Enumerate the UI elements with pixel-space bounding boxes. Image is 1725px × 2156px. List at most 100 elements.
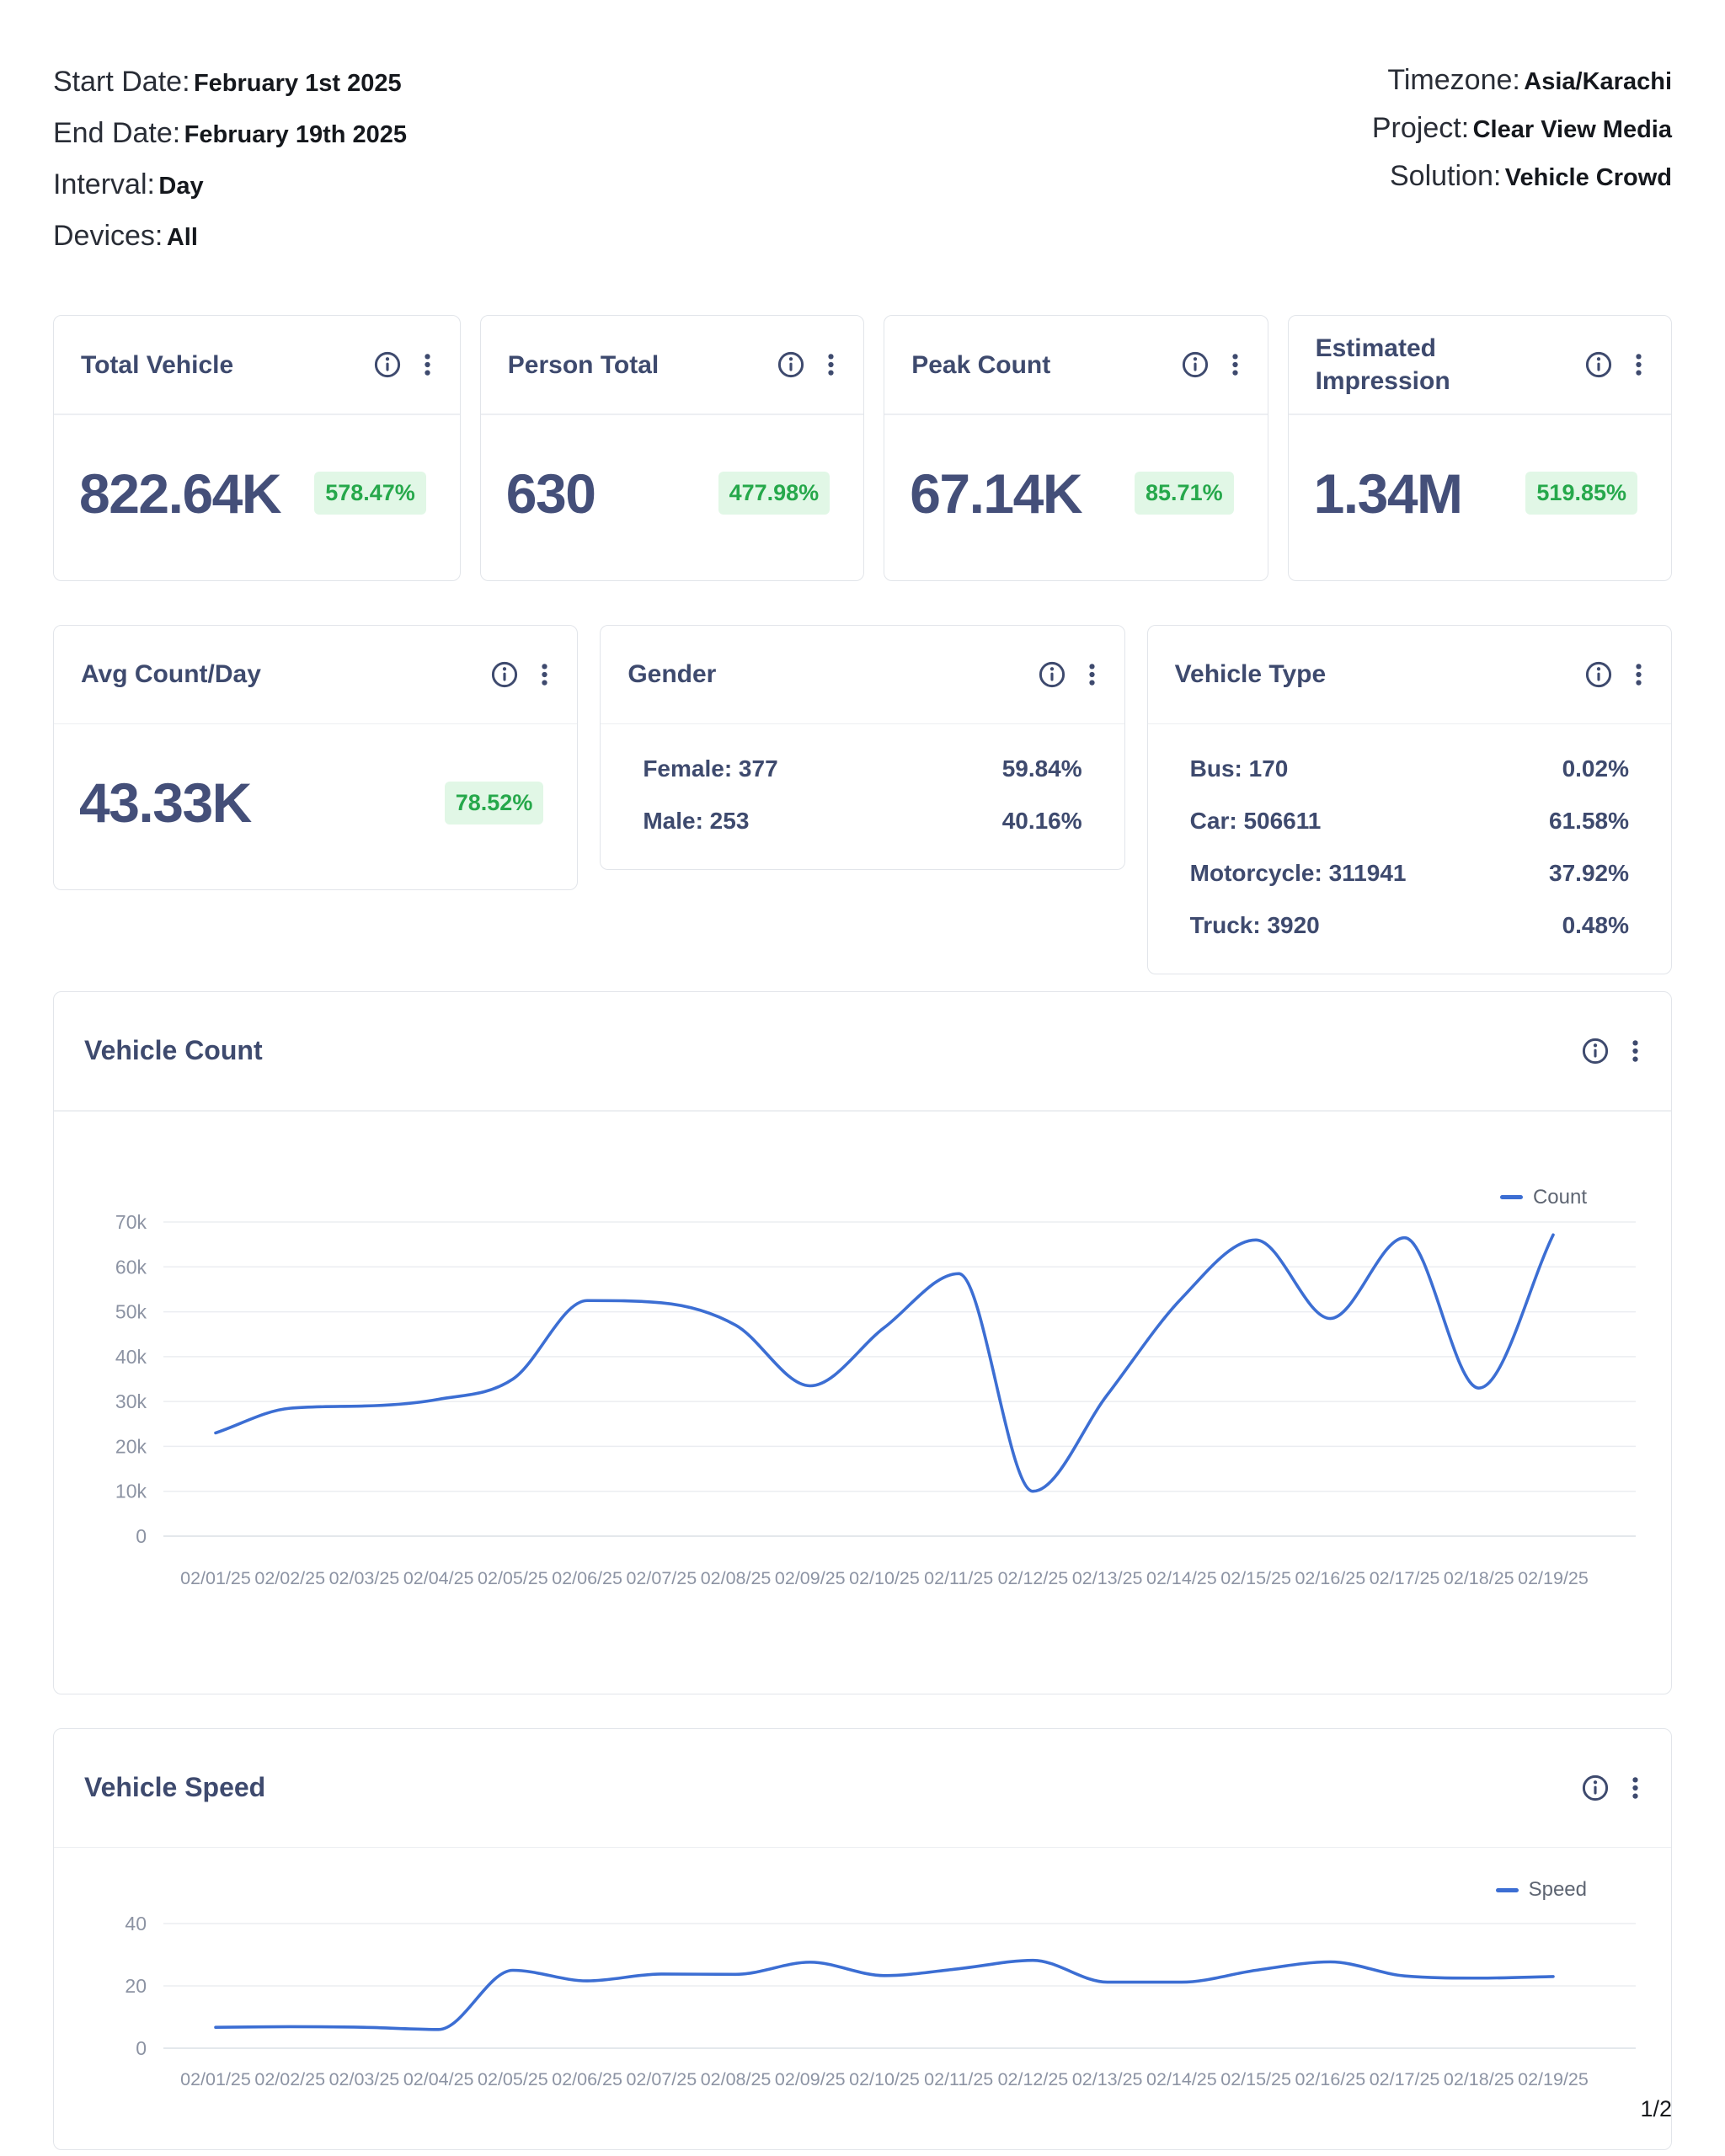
solution-line: Solution: Vehicle Crowd <box>1372 155 1672 203</box>
solution-label: Solution: <box>1389 160 1502 192</box>
legend-speed[interactable]: Speed <box>1495 1878 1587 1902</box>
svg-text:20: 20 <box>125 1975 147 1997</box>
timezone-line: Timezone: Asia/Karachi <box>1372 59 1672 107</box>
card-divider <box>54 1110 1671 1112</box>
svg-text:02/03/25: 02/03/25 <box>329 2069 400 2089</box>
start-date-value: February 1st 2025 <box>193 70 402 97</box>
svg-text:40k: 40k <box>115 1345 147 1367</box>
timezone-value: Asia/Karachi <box>1524 68 1672 95</box>
card-title: Total Vehicle <box>81 350 234 379</box>
info-icon[interactable] <box>1581 1774 1610 1802</box>
svg-text:02/01/25: 02/01/25 <box>180 2069 251 2089</box>
svg-text:02/17/25: 02/17/25 <box>1370 1568 1440 1588</box>
project-line: Project: Clear View Media <box>1372 107 1672 155</box>
legend-label: Count <box>1532 1185 1587 1209</box>
card-divider <box>480 414 864 415</box>
end-date-label: End Date: <box>53 117 181 149</box>
vehicle-count-chart-card: Vehicle Count Count 0 10k 20k 30k 40k 50k 60k 7… <box>53 991 1672 1694</box>
stat-label: Motorcycle: 311941 <box>1189 860 1407 886</box>
kpi-value: 43.33K <box>79 771 252 834</box>
change-badge: 519.85% <box>1525 472 1637 515</box>
info-icon[interactable] <box>490 660 519 689</box>
svg-text:02/07/25: 02/07/25 <box>626 2069 697 2089</box>
card-divider <box>54 1846 1671 1848</box>
kebab-menu-icon[interactable] <box>825 350 836 379</box>
stat-percentage: 0.02% <box>1562 755 1629 782</box>
gender-card: Gender Female: 377 59.84% Male: 253 40 <box>600 624 1125 870</box>
svg-text:02/08/25: 02/08/25 <box>701 2069 772 2089</box>
card-divider <box>601 723 1124 724</box>
gender-row-female: Female: 377 59.84% <box>643 743 1081 795</box>
info-icon[interactable] <box>1584 350 1613 379</box>
stat-percentage: 61.58% <box>1549 808 1629 834</box>
kebab-menu-icon[interactable] <box>1230 350 1241 379</box>
kebab-menu-icon[interactable] <box>539 660 550 689</box>
change-badge: 578.47% <box>314 472 426 515</box>
svg-text:0: 0 <box>136 1525 147 1547</box>
svg-text:02/05/25: 02/05/25 <box>478 1568 548 1588</box>
kebab-menu-icon[interactable] <box>1633 660 1644 689</box>
svg-text:02/09/25: 02/09/25 <box>775 1568 846 1588</box>
timezone-label: Timezone: <box>1387 64 1520 96</box>
vehicle-type-row-bus: Bus: 170 0.02% <box>1190 743 1629 795</box>
kpi-card-peak-count: Peak Count 67.14K 85.71% <box>884 315 1268 581</box>
info-icon[interactable] <box>1581 1037 1610 1065</box>
card-divider <box>54 414 460 415</box>
svg-text:02/07/25: 02/07/25 <box>626 1568 697 1588</box>
stat-label: Truck: 3920 <box>1189 912 1320 938</box>
page-indicator: 1/2 <box>1640 2096 1672 2121</box>
kebab-menu-icon[interactable] <box>1630 1037 1641 1065</box>
report-params-right: Timezone: Asia/Karachi Project: Clear Vi… <box>1372 59 1672 203</box>
kpi-card-person-total: Person Total 630 477.98% <box>479 315 865 581</box>
svg-text:30k: 30k <box>115 1390 147 1412</box>
card-title: Gender <box>628 660 717 688</box>
card-title: Person Total <box>507 350 660 379</box>
stat-label: Car: 506611 <box>1189 808 1322 834</box>
svg-text:02/15/25: 02/15/25 <box>1220 2069 1291 2089</box>
svg-text:10k: 10k <box>115 1480 147 1502</box>
svg-text:02/12/25: 02/12/25 <box>998 1568 1069 1588</box>
svg-text:50k: 50k <box>115 1300 147 1322</box>
info-icon[interactable] <box>373 350 402 379</box>
stat-label: Bus: 170 <box>1189 755 1289 782</box>
info-icon[interactable] <box>1584 660 1613 689</box>
kebab-menu-icon[interactable] <box>1087 660 1097 689</box>
svg-text:02/08/25: 02/08/25 <box>701 1568 772 1588</box>
svg-text:02/06/25: 02/06/25 <box>552 1568 622 1588</box>
kebab-menu-icon[interactable] <box>422 350 433 379</box>
card-title: Vehicle Type <box>1174 660 1327 688</box>
svg-text:02/19/25: 02/19/25 <box>1518 1568 1589 1588</box>
svg-text:02/09/25: 02/09/25 <box>775 2069 846 2089</box>
change-badge: 85.71% <box>1135 472 1234 515</box>
svg-text:02/02/25: 02/02/25 <box>254 1568 325 1588</box>
kebab-menu-icon[interactable] <box>1630 1774 1641 1802</box>
info-icon[interactable] <box>1181 350 1210 379</box>
info-icon[interactable] <box>1038 660 1066 689</box>
legend-count[interactable]: Count <box>1499 1185 1587 1209</box>
kpi-card-total-vehicle: Total Vehicle 822.64K 578.47% <box>53 315 461 581</box>
svg-text:02/17/25: 02/17/25 <box>1370 2069 1440 2089</box>
kpi-card-estimated-impression: Estimated Impression 1.34M 519.85% <box>1287 315 1672 581</box>
svg-text:02/10/25: 02/10/25 <box>849 2069 920 2089</box>
card-title: Avg Count/Day <box>81 660 261 688</box>
svg-text:02/13/25: 02/13/25 <box>1072 2069 1143 2089</box>
svg-text:02/10/25: 02/10/25 <box>849 1568 920 1588</box>
devices-line: Devices: All <box>53 213 407 264</box>
info-icon[interactable] <box>777 350 805 379</box>
start-date-label: Start Date: <box>53 66 190 98</box>
gender-row-male: Male: 253 40.16% <box>643 795 1081 847</box>
stat-percentage: 37.92% <box>1549 860 1629 886</box>
kebab-menu-icon[interactable] <box>1633 350 1644 379</box>
svg-text:0: 0 <box>136 2037 147 2059</box>
svg-text:02/15/25: 02/15/25 <box>1220 1568 1291 1588</box>
legend-label: Speed <box>1528 1878 1587 1901</box>
vehicle-type-row-car: Car: 506611 61.58% <box>1190 795 1629 847</box>
end-date-line: End Date: February 19th 2025 <box>53 110 407 162</box>
svg-text:02/04/25: 02/04/25 <box>403 2069 474 2089</box>
kpi-value: 1.34M <box>1313 462 1463 525</box>
vehicle-speed-chart-card: Vehicle Speed Speed 0 20 40 02/01/25 02/02/2… <box>53 1727 1672 2150</box>
svg-text:40: 40 <box>125 1913 147 1935</box>
interval-value: Day <box>158 173 204 200</box>
